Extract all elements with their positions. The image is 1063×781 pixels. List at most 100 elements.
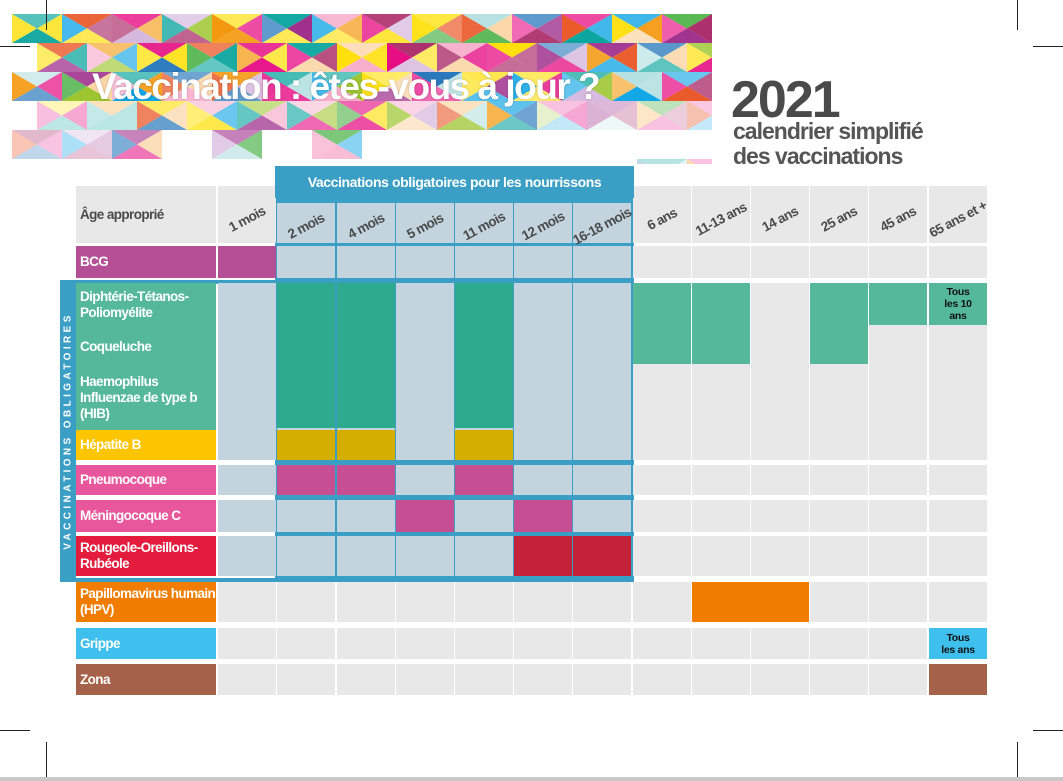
column-header-label: 2 mois [285,210,327,243]
banner-shape [62,28,112,43]
schedule-cell [218,582,276,622]
banner-shape [162,14,212,29]
schedule-cell [810,664,868,695]
year: 2021 [731,71,841,129]
vaccine-label-hib: Haemophilus Influenzae de type b (HIB) [76,366,216,430]
banner-shape [237,43,287,58]
banner-shape [112,86,162,101]
banner-shape [62,72,87,101]
banner-shape [237,130,262,159]
schedule-cell [810,628,868,659]
banner-shape [312,14,362,29]
subtitle-line2: des vaccinations [733,143,903,169]
schedule-cell [337,582,395,622]
schedule-cell [751,664,809,695]
banner-shape [362,86,412,101]
schedule-cell [929,536,987,576]
dose-hpv [692,582,809,622]
schedule-cell [692,430,750,460]
banner-shape [87,43,112,72]
banner-shape [687,159,712,164]
banner-shape [37,101,62,130]
dose-pneumo [337,465,395,495]
banner-shape [312,72,362,87]
banner-shape [37,57,87,72]
banner-shape [87,101,112,130]
banner-shape [287,43,312,72]
schedule-cell [396,536,454,576]
banner-shape [387,43,412,72]
banner-shape [662,72,687,101]
dose-dtp [277,283,335,428]
banner-shape [612,14,662,29]
vaccine-label-bcg: BCG [76,246,216,278]
schedule-cell [810,536,868,576]
banner-shape [62,130,112,145]
banner-shape [662,43,687,72]
banner-shape [212,43,237,72]
schedule-cell [337,536,395,576]
dose-hepb [277,430,335,460]
banner-shape [287,101,312,130]
schedule-cell [396,366,454,430]
banner-shape [87,43,137,58]
banner-shape [12,86,62,101]
schedule-cell [692,628,750,659]
banner-shape [212,14,237,43]
schedule-cell [810,465,868,495]
schedule-cell [455,500,513,532]
schedule-cell [218,283,276,327]
banner-shape [137,101,162,130]
banner-shape [678,159,687,164]
schedule-cell [396,582,454,622]
dose-dtp [337,283,395,428]
banner-shape [162,28,212,43]
banner-shape [637,159,687,164]
banner-shape [312,43,337,72]
banner-shape [512,86,562,101]
banner-shape [387,115,437,130]
banner-shape [687,159,696,164]
schedule-cell [573,246,631,278]
banner-shape [662,86,712,101]
banner-shape [437,101,462,130]
schedule-cell [869,536,927,576]
banner-shape [162,14,187,43]
column-header: 11 mois [455,203,513,243]
banner-shape [187,14,212,43]
banner-shape [537,43,587,58]
schedule-cell [455,536,513,576]
banner-shape [212,86,262,101]
dose-hepb [455,430,513,460]
banner-shape [562,72,612,87]
dose-pneumo [277,465,335,495]
banner-shape [437,14,462,43]
banner-shape [262,101,287,130]
frame-top-left [60,280,277,284]
column-header-label: 5 mois [404,210,446,243]
banner-shape [87,57,137,72]
schedule-cell [633,536,691,576]
schedule-cell [573,327,631,366]
vaccine-label-dtp: Diphtérie-Tétanos-Poliomyélite [76,283,216,327]
banner-shape [337,43,387,58]
bottom-edge [0,777,1063,781]
banner-shape [687,101,712,116]
crop-mark [1033,46,1063,47]
banner-shape [87,101,137,116]
schedule-cell [396,283,454,327]
banner-shape [262,14,287,43]
banner-shape [412,14,437,43]
banner-shape [562,86,612,101]
banner-shape [137,43,162,72]
schedule-cell [396,430,454,460]
schedule-cell [869,327,927,366]
vaccine-label-grippe: Grippe [76,628,216,659]
dose-meningo [396,500,454,532]
schedule-cell [573,500,631,532]
schedule-cell [396,327,454,366]
banner-shape [162,72,187,101]
banner-shape [387,14,412,43]
banner-shape [112,72,162,87]
banner-shape [187,72,212,101]
